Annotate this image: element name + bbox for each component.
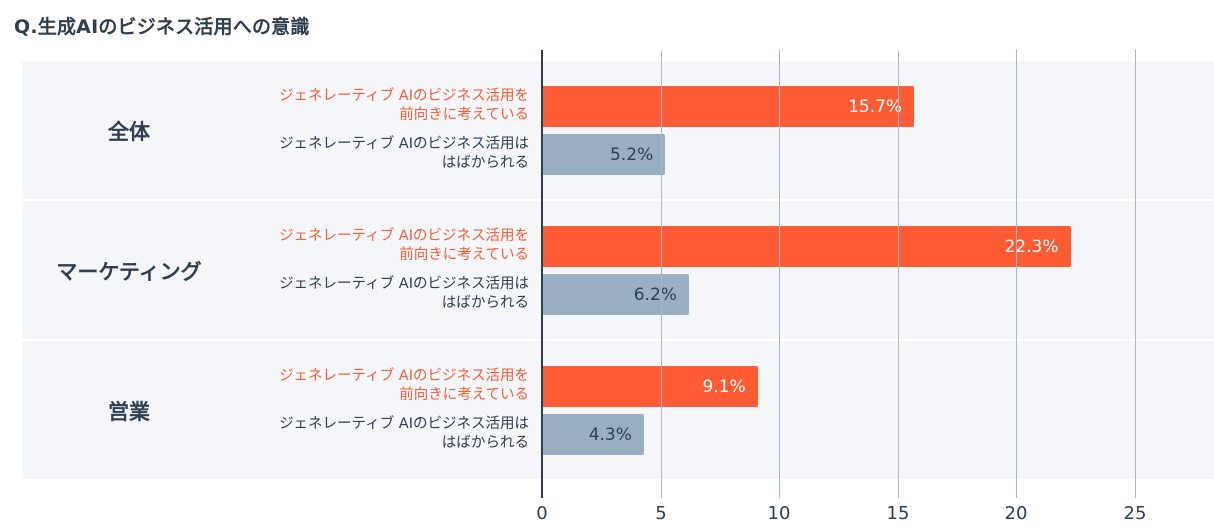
bar-label: ジェネレーティブ AIのビジネス活用を 前向きに考えている xyxy=(279,368,529,403)
data-label: 5.2% xyxy=(610,144,654,165)
gridline xyxy=(779,50,780,498)
x-tick-label: 25 xyxy=(1123,503,1147,524)
group-label: 全体 xyxy=(108,120,150,144)
x-tick-label: 10 xyxy=(767,503,791,524)
y-axis-line xyxy=(541,50,543,498)
group-band xyxy=(22,201,1214,339)
data-label: 9.1% xyxy=(702,376,746,397)
gridline xyxy=(661,50,662,498)
group-band xyxy=(22,341,1214,479)
data-label: 15.7% xyxy=(848,96,903,117)
bar: 22.3% xyxy=(542,226,1071,267)
x-tick-label: 5 xyxy=(655,503,667,524)
x-tick-label: 15 xyxy=(886,503,910,524)
bar-label: ジェネレーティブ AIのビジネス活用を 前向きに考えている xyxy=(279,228,529,263)
bar: 6.2% xyxy=(542,274,689,315)
bar: 5.2% xyxy=(542,134,666,175)
x-tick-label: 0 xyxy=(536,503,548,524)
gridline xyxy=(898,50,899,498)
bar: 4.3% xyxy=(542,414,644,455)
data-label: 6.2% xyxy=(633,284,677,305)
group-band xyxy=(22,61,1214,199)
x-tick-label: 20 xyxy=(1004,503,1028,524)
bar: 9.1% xyxy=(542,366,758,407)
bar-label: ジェネレーティブ AIのビジネス活用を 前向きに考えている xyxy=(279,88,529,123)
chart-title: Q.生成AIのビジネス活用への意識 xyxy=(14,16,310,38)
bar-label: ジェネレーティブ AIのビジネス活用は はばかられる xyxy=(279,416,529,451)
group-label: 営業 xyxy=(108,400,150,424)
bar: 15.7% xyxy=(542,86,915,127)
data-label: 4.3% xyxy=(588,424,632,445)
bar-label: ジェネレーティブ AIのビジネス活用は はばかられる xyxy=(279,276,529,311)
gridline xyxy=(1016,50,1017,498)
data-label: 22.3% xyxy=(1004,236,1059,257)
gridline xyxy=(1135,50,1136,498)
bar-label: ジェネレーティブ AIのビジネス活用は はばかられる xyxy=(279,136,529,171)
group-label: マーケティング xyxy=(56,260,202,284)
